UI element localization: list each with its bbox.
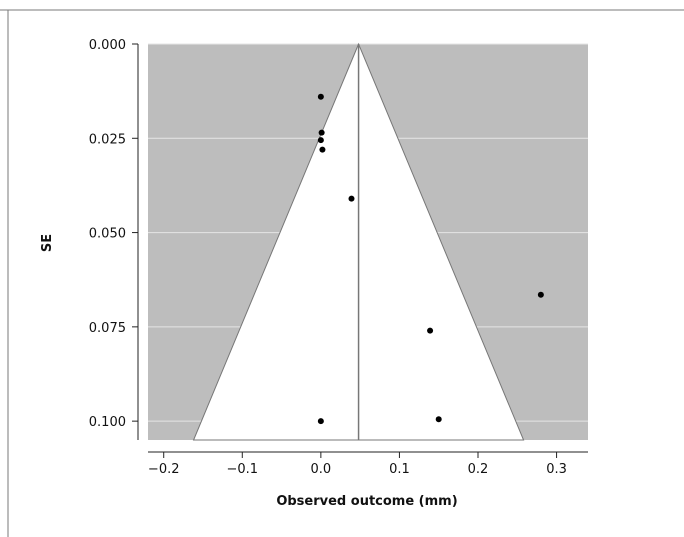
y-tick-label-0: 0.000 [89,38,126,53]
y-tick-label-3: 0.075 [89,321,126,336]
data-points [317,93,544,425]
y-tick-label-4: 0.100 [89,415,126,430]
y-tick-label-2: 0.050 [89,227,126,242]
data-point-3 [319,146,326,153]
x-tick-label-4: 0.2 [468,462,489,477]
plot-area [148,42,588,441]
y-tick-label-1: 0.025 [89,132,126,147]
x-tick-label-2: 0.0 [311,462,332,477]
data-point-0 [317,93,324,100]
axes: −0.2 −0.1 0.0 0.1 0.2 0.3 0.000 0.025 0.050 0.07… [89,38,588,477]
x-axis-label: Observed outcome (mm) [276,494,457,509]
data-point-4 [348,195,355,202]
data-point-5 [537,291,544,298]
data-point-6 [427,327,434,334]
data-point-1 [318,129,325,136]
x-tick-label-0: −0.2 [148,462,180,477]
y-axis-ticks: 0.000 0.025 0.050 0.075 0.100 [89,38,138,430]
x-tick-label-3: 0.1 [389,462,410,477]
x-tick-label-5: 0.3 [546,462,567,477]
x-axis-ticks: −0.2 −0.1 0.0 0.1 0.2 0.3 [148,452,567,477]
x-tick-label-1: −0.1 [226,462,258,477]
data-point-7 [317,418,324,425]
data-point-8 [435,416,442,423]
data-point-2 [317,137,324,144]
y-axis-label: SE [40,234,55,252]
